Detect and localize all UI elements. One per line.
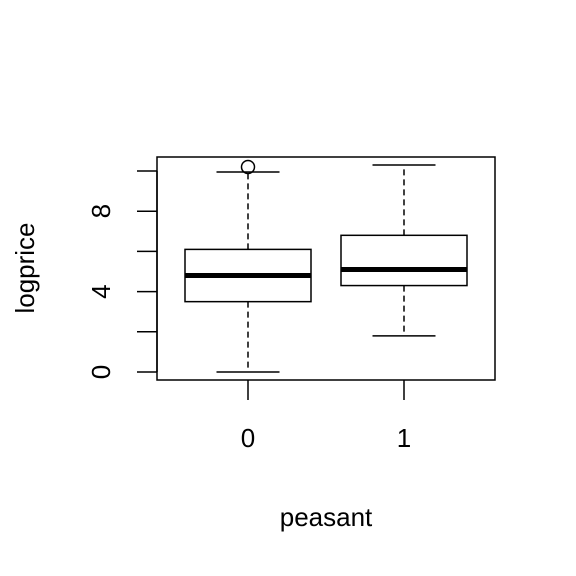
x-tick-label-0: 0 xyxy=(241,423,255,453)
box-group-0 xyxy=(184,159,312,373)
y-tick-label-4: 4 xyxy=(86,284,116,298)
y-tick-label-0: 0 xyxy=(86,365,116,379)
boxes xyxy=(184,159,468,373)
y-tick-label-8: 8 xyxy=(86,204,116,218)
outlier-point xyxy=(240,159,256,175)
y-axis: 0 4 8 xyxy=(86,170,158,379)
iqr-box xyxy=(340,234,468,287)
box-group-1 xyxy=(340,164,468,337)
y-axis-label: logprice xyxy=(10,222,40,313)
x-tick-label-1: 1 xyxy=(397,423,411,453)
x-axis-label: peasant xyxy=(280,502,373,532)
